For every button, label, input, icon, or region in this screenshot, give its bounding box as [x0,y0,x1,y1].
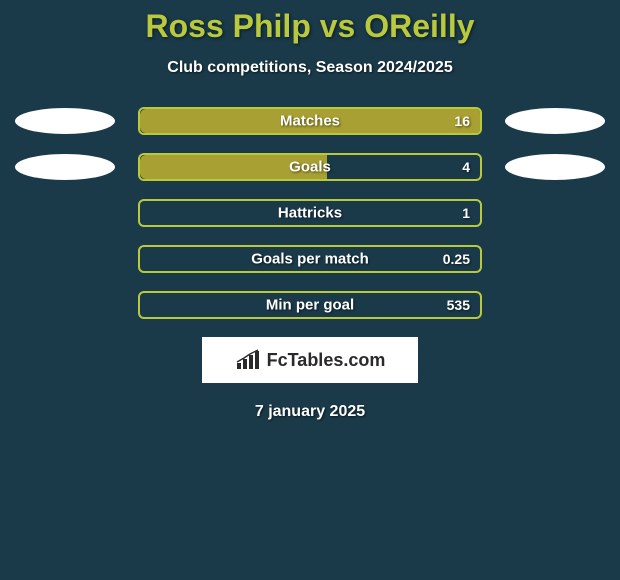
comparison-card: Ross Philp vs OReilly Club competitions,… [0,0,620,580]
left-side [10,245,120,273]
stat-value: 4 [462,159,470,175]
stat-row: Goals4 [0,153,620,181]
player-ellipse-right [505,108,605,134]
stat-label: Goals per match [140,251,480,268]
logo-box: FcTables.com [202,337,418,383]
stat-value: 0.25 [443,251,470,267]
stat-value: 1 [462,205,470,221]
player-ellipse-left [15,108,115,134]
player-ellipse-right [505,154,605,180]
right-side [500,107,610,135]
stat-label: Min per goal [140,297,480,314]
right-side [500,245,610,273]
subtitle: Club competitions, Season 2024/2025 [0,59,620,77]
stat-bar: Matches16 [138,107,482,135]
bar-chart-icon [235,349,261,371]
left-side [10,107,120,135]
player-ellipse-left [15,154,115,180]
right-side [500,153,610,181]
stat-row: Matches16 [0,107,620,135]
stat-label: Matches [140,113,480,130]
right-side [500,291,610,319]
date-text: 7 january 2025 [0,403,620,421]
stat-value: 16 [454,113,470,129]
left-side [10,153,120,181]
stat-bar: Hattricks1 [138,199,482,227]
stat-row: Min per goal535 [0,291,620,319]
stats-container: Matches16 Goals4 Hattricks1 Goals per match… [0,107,620,319]
stat-row: Hattricks1 [0,199,620,227]
stat-bar: Goals per match0.25 [138,245,482,273]
stat-row: Goals per match0.25 [0,245,620,273]
stat-bar: Goals4 [138,153,482,181]
stat-label: Hattricks [140,205,480,222]
page-title: Ross Philp vs OReilly [0,0,620,45]
left-side [10,291,120,319]
right-side [500,199,610,227]
logo-text: FcTables.com [267,350,386,371]
stat-label: Goals [140,159,480,176]
left-side [10,199,120,227]
stat-value: 535 [447,297,470,313]
stat-bar: Min per goal535 [138,291,482,319]
